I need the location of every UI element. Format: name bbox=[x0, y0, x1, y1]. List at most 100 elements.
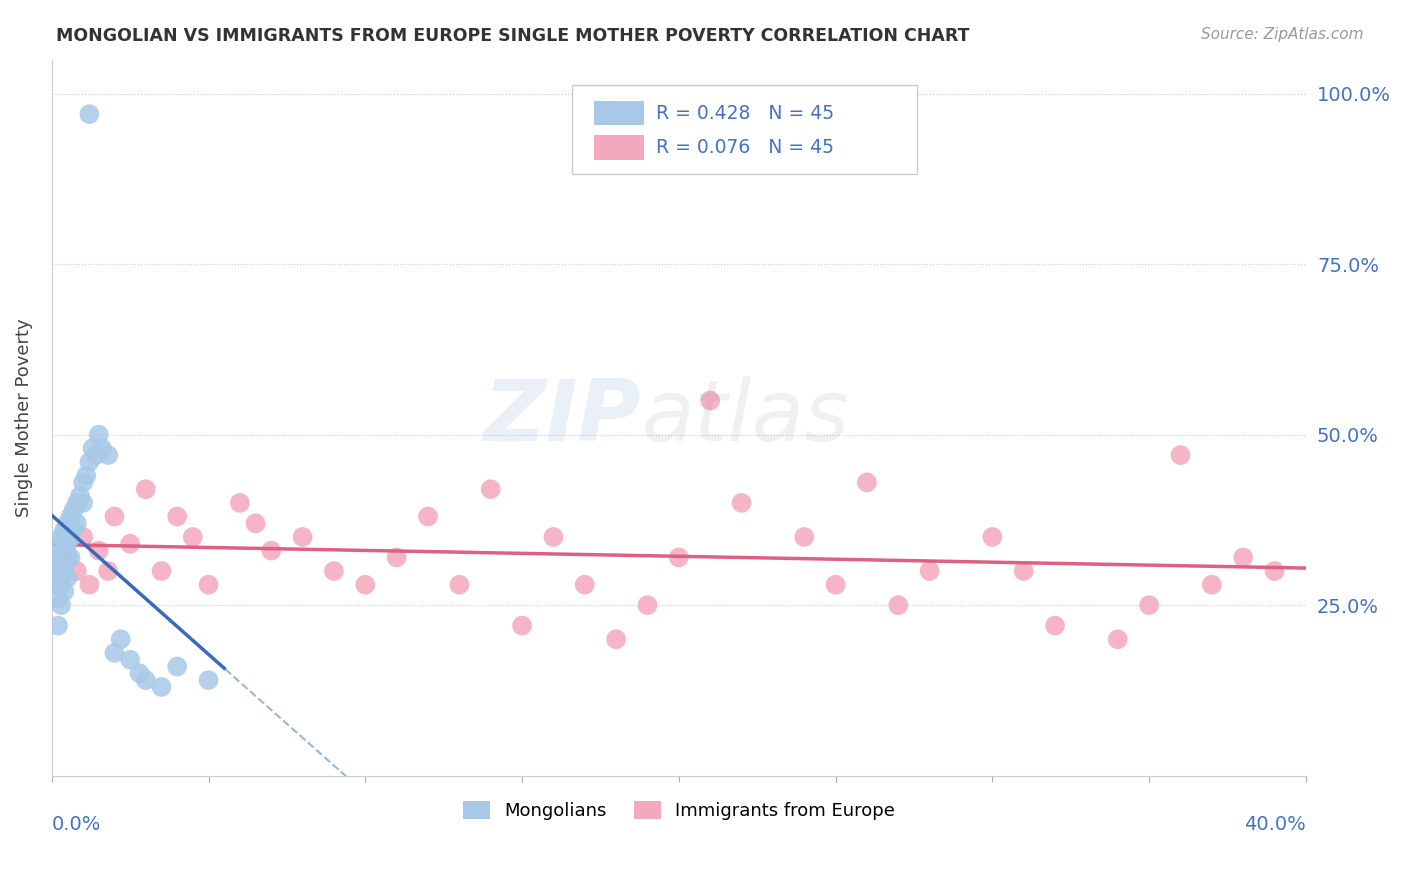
Point bbox=[135, 673, 157, 688]
Point bbox=[887, 598, 910, 612]
Point bbox=[53, 543, 76, 558]
Point bbox=[699, 393, 721, 408]
Point bbox=[79, 107, 101, 121]
Point bbox=[53, 584, 76, 599]
Point bbox=[1232, 550, 1254, 565]
Point bbox=[1170, 448, 1192, 462]
Point bbox=[245, 516, 267, 531]
Point bbox=[97, 448, 120, 462]
Point bbox=[87, 543, 110, 558]
Text: ZIP: ZIP bbox=[484, 376, 641, 459]
Point bbox=[1012, 564, 1035, 578]
Point bbox=[128, 666, 150, 681]
Point bbox=[66, 516, 89, 531]
Point bbox=[56, 571, 79, 585]
Point bbox=[69, 489, 91, 503]
Point bbox=[82, 442, 104, 456]
Bar bbox=[593, 136, 644, 160]
Point bbox=[66, 564, 89, 578]
Point bbox=[49, 530, 72, 544]
Point bbox=[730, 496, 752, 510]
Legend: Mongolians, Immigrants from Europe: Mongolians, Immigrants from Europe bbox=[456, 794, 903, 828]
Point bbox=[44, 550, 66, 565]
Point bbox=[668, 550, 690, 565]
Point bbox=[181, 530, 204, 544]
FancyBboxPatch shape bbox=[572, 85, 917, 174]
Text: 0.0%: 0.0% bbox=[52, 815, 101, 834]
Point bbox=[824, 577, 846, 591]
Text: Source: ZipAtlas.com: Source: ZipAtlas.com bbox=[1201, 27, 1364, 42]
Point bbox=[56, 550, 79, 565]
Text: MONGOLIAN VS IMMIGRANTS FROM EUROPE SINGLE MOTHER POVERTY CORRELATION CHART: MONGOLIAN VS IMMIGRANTS FROM EUROPE SING… bbox=[56, 27, 970, 45]
Point bbox=[110, 632, 132, 647]
Text: atlas: atlas bbox=[641, 376, 849, 459]
Point bbox=[291, 530, 314, 544]
Bar bbox=[593, 101, 644, 126]
Point bbox=[49, 577, 72, 591]
Point bbox=[44, 577, 66, 591]
Point bbox=[46, 564, 69, 578]
Point bbox=[72, 475, 94, 490]
Point bbox=[79, 577, 101, 591]
Point bbox=[53, 523, 76, 537]
Point bbox=[56, 516, 79, 531]
Point bbox=[103, 509, 125, 524]
Point bbox=[49, 550, 72, 565]
Point bbox=[605, 632, 627, 647]
Point bbox=[56, 537, 79, 551]
Point bbox=[135, 482, 157, 496]
Point bbox=[62, 502, 84, 516]
Point bbox=[150, 680, 173, 694]
Point bbox=[197, 577, 219, 591]
Point bbox=[197, 673, 219, 688]
Point bbox=[856, 475, 879, 490]
Point bbox=[543, 530, 565, 544]
Point bbox=[59, 509, 82, 524]
Point bbox=[66, 496, 89, 510]
Text: 40.0%: 40.0% bbox=[1244, 815, 1306, 834]
Point bbox=[354, 577, 377, 591]
Y-axis label: Single Mother Poverty: Single Mother Poverty bbox=[15, 318, 32, 517]
Point bbox=[1201, 577, 1223, 591]
Point bbox=[72, 530, 94, 544]
Point bbox=[84, 448, 107, 462]
Point bbox=[46, 591, 69, 606]
Point bbox=[46, 618, 69, 632]
Point bbox=[90, 442, 112, 456]
Point bbox=[166, 509, 188, 524]
Text: R = 0.076   N = 45: R = 0.076 N = 45 bbox=[657, 138, 834, 157]
Point bbox=[793, 530, 815, 544]
Point bbox=[166, 659, 188, 673]
Point bbox=[62, 523, 84, 537]
Point bbox=[97, 564, 120, 578]
Point bbox=[1043, 618, 1066, 632]
Text: R = 0.428   N = 45: R = 0.428 N = 45 bbox=[657, 103, 834, 123]
Point bbox=[53, 564, 76, 578]
Point bbox=[79, 455, 101, 469]
Point bbox=[385, 550, 408, 565]
Point bbox=[479, 482, 502, 496]
Point bbox=[75, 468, 97, 483]
Point bbox=[574, 577, 596, 591]
Point bbox=[510, 618, 533, 632]
Point bbox=[229, 496, 252, 510]
Point bbox=[323, 564, 346, 578]
Point bbox=[49, 598, 72, 612]
Point bbox=[56, 550, 79, 565]
Point bbox=[59, 530, 82, 544]
Point bbox=[72, 496, 94, 510]
Point bbox=[637, 598, 659, 612]
Point bbox=[1137, 598, 1160, 612]
Point bbox=[46, 537, 69, 551]
Point bbox=[44, 564, 66, 578]
Point bbox=[260, 543, 283, 558]
Point bbox=[120, 537, 142, 551]
Point bbox=[449, 577, 471, 591]
Point bbox=[1107, 632, 1129, 647]
Point bbox=[87, 427, 110, 442]
Point bbox=[59, 550, 82, 565]
Point bbox=[103, 646, 125, 660]
Point bbox=[981, 530, 1004, 544]
Point bbox=[416, 509, 439, 524]
Point bbox=[150, 564, 173, 578]
